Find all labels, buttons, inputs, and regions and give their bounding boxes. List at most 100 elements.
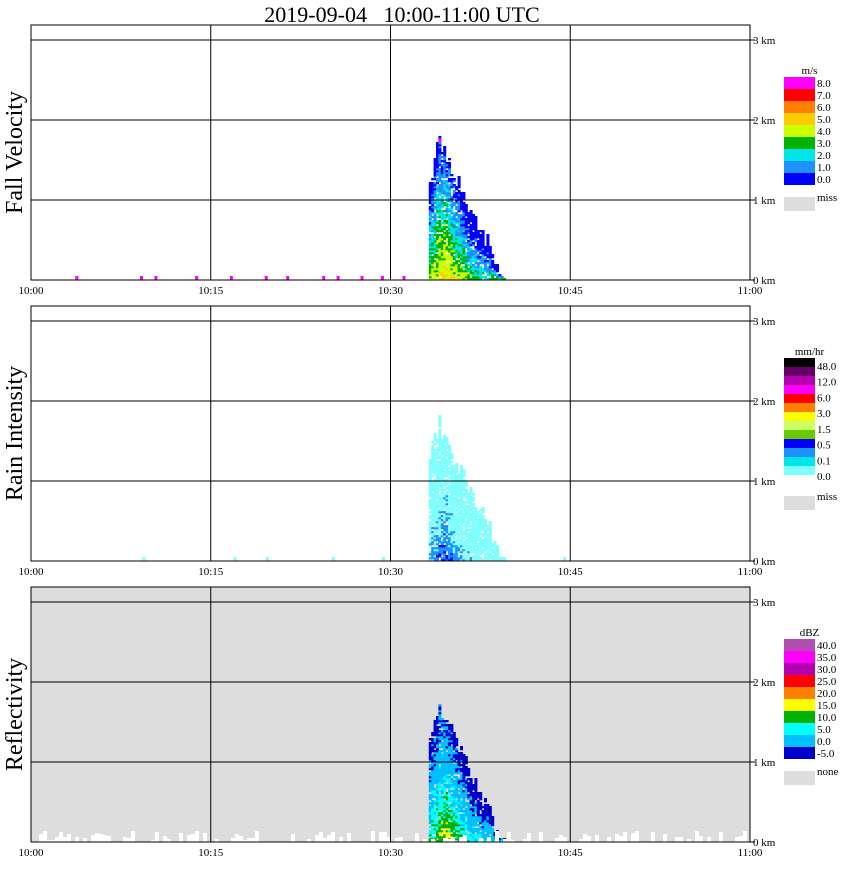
echo-cell xyxy=(440,447,444,450)
echo-cell xyxy=(438,828,442,831)
echo-cell xyxy=(488,272,492,275)
echo-cell xyxy=(428,539,432,542)
echo-cell xyxy=(460,748,463,751)
echo-cell xyxy=(448,762,451,765)
clutter-cell xyxy=(555,838,559,842)
echo-cell xyxy=(469,264,473,267)
echo-cell xyxy=(474,792,478,795)
echo-cell xyxy=(450,736,454,739)
echo-cell xyxy=(438,752,442,755)
echo-cell xyxy=(476,533,480,536)
echo-cell xyxy=(443,832,447,835)
echo-cell xyxy=(479,804,483,807)
echo-cell xyxy=(474,533,478,536)
echo-cell xyxy=(443,224,447,227)
echo-cell xyxy=(445,557,449,560)
echo-cell xyxy=(496,549,499,552)
echo-cell xyxy=(445,541,449,544)
echo-cell xyxy=(462,533,466,536)
echo-cell xyxy=(440,218,444,221)
echo-cell xyxy=(438,242,442,245)
echo-cell xyxy=(440,720,444,723)
echo-cell xyxy=(472,830,475,833)
echo-cell xyxy=(457,758,461,761)
echo-cell xyxy=(460,238,463,241)
echo-cell xyxy=(438,216,442,219)
echo-cell xyxy=(474,553,478,556)
echo-cell xyxy=(436,495,439,498)
echo-cell xyxy=(445,748,449,751)
clutter-cell xyxy=(739,836,743,842)
echo-cell xyxy=(469,836,473,839)
echo-cell xyxy=(448,764,451,767)
echo-cell xyxy=(438,754,442,757)
echo-cell xyxy=(450,258,454,261)
echo-cell xyxy=(448,499,451,502)
echo-cell xyxy=(469,529,473,532)
echo-cell xyxy=(436,766,439,769)
echo-cell xyxy=(452,828,456,831)
echo-cell xyxy=(486,820,490,823)
echo-cell xyxy=(436,535,439,538)
echo-cell xyxy=(443,226,447,229)
echo-cell xyxy=(428,826,432,829)
echo-cell xyxy=(460,262,463,265)
echo-cell xyxy=(438,505,442,508)
echo-cell xyxy=(445,196,449,199)
echo-cell xyxy=(469,780,473,783)
echo-cell xyxy=(436,234,439,237)
echo-cell xyxy=(476,511,480,514)
echo-cell xyxy=(472,539,475,542)
echo-cell xyxy=(450,453,454,456)
echo-cell xyxy=(460,535,463,538)
echo-cell xyxy=(443,495,447,498)
echo-cell xyxy=(445,724,449,727)
echo-cell xyxy=(431,531,435,534)
echo-cell xyxy=(452,204,456,207)
echo-cell xyxy=(476,513,480,516)
echo-cell xyxy=(464,501,468,504)
echo-cell xyxy=(472,216,475,219)
echo-cell xyxy=(450,559,454,562)
echo-cell xyxy=(428,254,432,257)
echo-cell xyxy=(445,162,449,165)
echo-cell xyxy=(445,547,449,550)
echo-cell xyxy=(445,459,449,462)
echo-cell xyxy=(438,136,442,139)
echo-cell xyxy=(474,822,478,825)
echo-cell xyxy=(460,477,463,480)
echo-cell xyxy=(464,549,468,552)
echo-cell xyxy=(448,168,451,171)
echo-cell xyxy=(450,553,454,556)
echo-cell xyxy=(443,180,447,183)
echo-cell xyxy=(445,505,449,508)
echo-cell xyxy=(457,804,461,807)
echo-cell xyxy=(440,461,444,464)
echo-cell xyxy=(452,818,456,821)
echo-cell xyxy=(443,782,447,785)
echo-cell xyxy=(436,501,439,504)
echo-cell xyxy=(457,754,461,757)
echo-cell xyxy=(433,838,437,841)
echo-cell xyxy=(481,254,485,257)
echo-cell xyxy=(488,535,492,538)
echo-cell xyxy=(445,206,449,209)
echo-cell xyxy=(431,182,435,185)
echo-cell xyxy=(440,796,444,799)
echo-cell xyxy=(455,192,459,195)
colorbar-missing-swatch xyxy=(784,771,815,785)
echo-cell xyxy=(438,445,442,448)
echo-cell xyxy=(433,469,437,472)
echo-cell xyxy=(484,250,487,253)
echo-cell xyxy=(433,517,437,520)
echo-cell xyxy=(462,766,466,769)
echo-cell xyxy=(464,517,468,520)
echo-cell xyxy=(450,830,454,833)
clutter-cell xyxy=(39,834,43,842)
echo-cell xyxy=(474,541,478,544)
echo-cell xyxy=(445,762,449,765)
echo-cell xyxy=(448,208,451,211)
clutter-cell xyxy=(595,835,599,842)
echo-cell xyxy=(481,551,485,554)
echo-cell xyxy=(460,774,463,777)
